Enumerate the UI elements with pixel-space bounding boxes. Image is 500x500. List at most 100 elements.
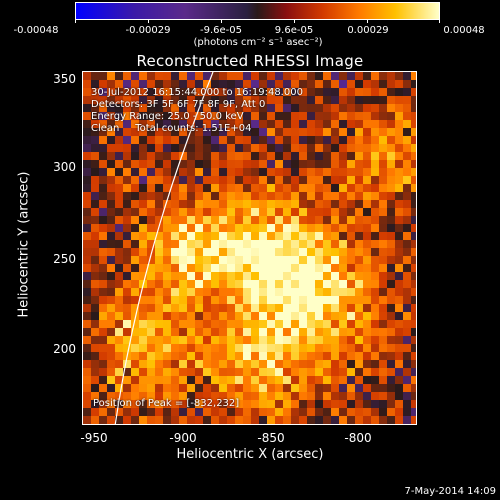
heatmap-cell bbox=[243, 168, 251, 176]
heatmap-cell bbox=[379, 136, 387, 144]
heatmap-cell bbox=[187, 104, 195, 112]
heatmap-cell bbox=[147, 304, 155, 312]
heatmap-cell bbox=[99, 344, 107, 352]
heatmap-cell bbox=[291, 200, 299, 208]
heatmap-cell bbox=[107, 96, 115, 104]
heatmap-cell bbox=[291, 384, 299, 392]
heatmap-cell bbox=[163, 320, 171, 328]
heatmap-cell bbox=[331, 280, 339, 288]
heatmap-cell bbox=[307, 120, 315, 128]
heatmap-cell bbox=[283, 192, 291, 200]
heatmap-cell bbox=[403, 352, 411, 360]
heatmap-cell bbox=[155, 104, 163, 112]
heatmap-cell bbox=[235, 208, 243, 216]
heatmap-cell bbox=[163, 240, 171, 248]
heatmap-cell bbox=[315, 136, 323, 144]
heatmap-cell bbox=[147, 312, 155, 320]
heatmap-cell bbox=[411, 216, 416, 224]
heatmap-cell bbox=[219, 104, 227, 112]
colorbar-tick-label: -0.00029 bbox=[125, 25, 171, 36]
heatmap-cell bbox=[347, 168, 355, 176]
heatmap-cell bbox=[283, 352, 291, 360]
heatmap-cell bbox=[195, 344, 203, 352]
heatmap-cell bbox=[243, 72, 251, 80]
heatmap-cell bbox=[187, 384, 195, 392]
heatmap-cell bbox=[219, 256, 227, 264]
heatmap-cell bbox=[251, 168, 259, 176]
heatmap-cell bbox=[147, 288, 155, 296]
heatmap-cell bbox=[347, 192, 355, 200]
heatmap-cell bbox=[323, 120, 331, 128]
heatmap-cell bbox=[147, 144, 155, 152]
heatmap-cell bbox=[307, 344, 315, 352]
heatmap-cell bbox=[291, 296, 299, 304]
heatmap-cell bbox=[347, 336, 355, 344]
heatmap-cell bbox=[211, 128, 219, 136]
heatmap-cell bbox=[147, 256, 155, 264]
heatmap-cell bbox=[155, 112, 163, 120]
heatmap-cell bbox=[99, 256, 107, 264]
heatmap-cell bbox=[211, 272, 219, 280]
heatmap-cell bbox=[163, 184, 171, 192]
heatmap-cell bbox=[371, 184, 379, 192]
heatmap-cell bbox=[403, 336, 411, 344]
heatmap-cell bbox=[131, 408, 139, 416]
heatmap-cell bbox=[83, 360, 91, 368]
heatmap-cell bbox=[411, 240, 416, 248]
heatmap-cell bbox=[91, 384, 99, 392]
heatmap-cell bbox=[411, 304, 416, 312]
heatmap-cell bbox=[395, 96, 403, 104]
heatmap-cell bbox=[179, 232, 187, 240]
heatmap-cell bbox=[195, 264, 203, 272]
heatmap-cell bbox=[83, 296, 91, 304]
heatmap-cell bbox=[163, 128, 171, 136]
heatmap-cell bbox=[299, 392, 307, 400]
heatmap-cell bbox=[227, 112, 235, 120]
heatmap-cell bbox=[323, 144, 331, 152]
heatmap-cell bbox=[411, 168, 416, 176]
heatmap-cell bbox=[243, 416, 251, 424]
heatmap-cell bbox=[371, 128, 379, 136]
heatmap-cell bbox=[371, 112, 379, 120]
heatmap-cell bbox=[315, 168, 323, 176]
heatmap-cell bbox=[323, 376, 331, 384]
heatmap-cell bbox=[267, 344, 275, 352]
heatmap-cell bbox=[267, 384, 275, 392]
heatmap-cell bbox=[315, 128, 323, 136]
heatmap-cell bbox=[267, 168, 275, 176]
heatmap-cell bbox=[83, 152, 91, 160]
heatmap-cell bbox=[363, 208, 371, 216]
heatmap-cell bbox=[291, 392, 299, 400]
heatmap-cell bbox=[371, 176, 379, 184]
heatmap-cell bbox=[203, 208, 211, 216]
heatmap-cell bbox=[283, 144, 291, 152]
heatmap-cell bbox=[331, 344, 339, 352]
heatmap-cell bbox=[219, 272, 227, 280]
heatmap-cell bbox=[291, 152, 299, 160]
heatmap-cell bbox=[131, 392, 139, 400]
heatmap-cell bbox=[179, 208, 187, 216]
heatmap-cell bbox=[203, 304, 211, 312]
heatmap-cell bbox=[283, 304, 291, 312]
heatmap-cell bbox=[115, 392, 123, 400]
heatmap-cell bbox=[299, 328, 307, 336]
heatmap-cell bbox=[387, 200, 395, 208]
heatmap-cell bbox=[91, 328, 99, 336]
heatmap-cell bbox=[107, 256, 115, 264]
heatmap-cell bbox=[227, 392, 235, 400]
heatmap-cell bbox=[371, 272, 379, 280]
heatmap-cell bbox=[163, 144, 171, 152]
heatmap-cell bbox=[259, 80, 267, 88]
heatmap-cell bbox=[339, 112, 347, 120]
heatmap-cell bbox=[219, 248, 227, 256]
heatmap-cell bbox=[323, 368, 331, 376]
heatmap-cell bbox=[339, 160, 347, 168]
heatmap-cell bbox=[187, 328, 195, 336]
heatmap-cell bbox=[195, 192, 203, 200]
heatmap-cell bbox=[163, 296, 171, 304]
heatmap-cell bbox=[371, 408, 379, 416]
heatmap-cell bbox=[259, 248, 267, 256]
heatmap-cell bbox=[227, 216, 235, 224]
heatmap-cell bbox=[83, 400, 91, 408]
heatmap-cell bbox=[355, 376, 363, 384]
